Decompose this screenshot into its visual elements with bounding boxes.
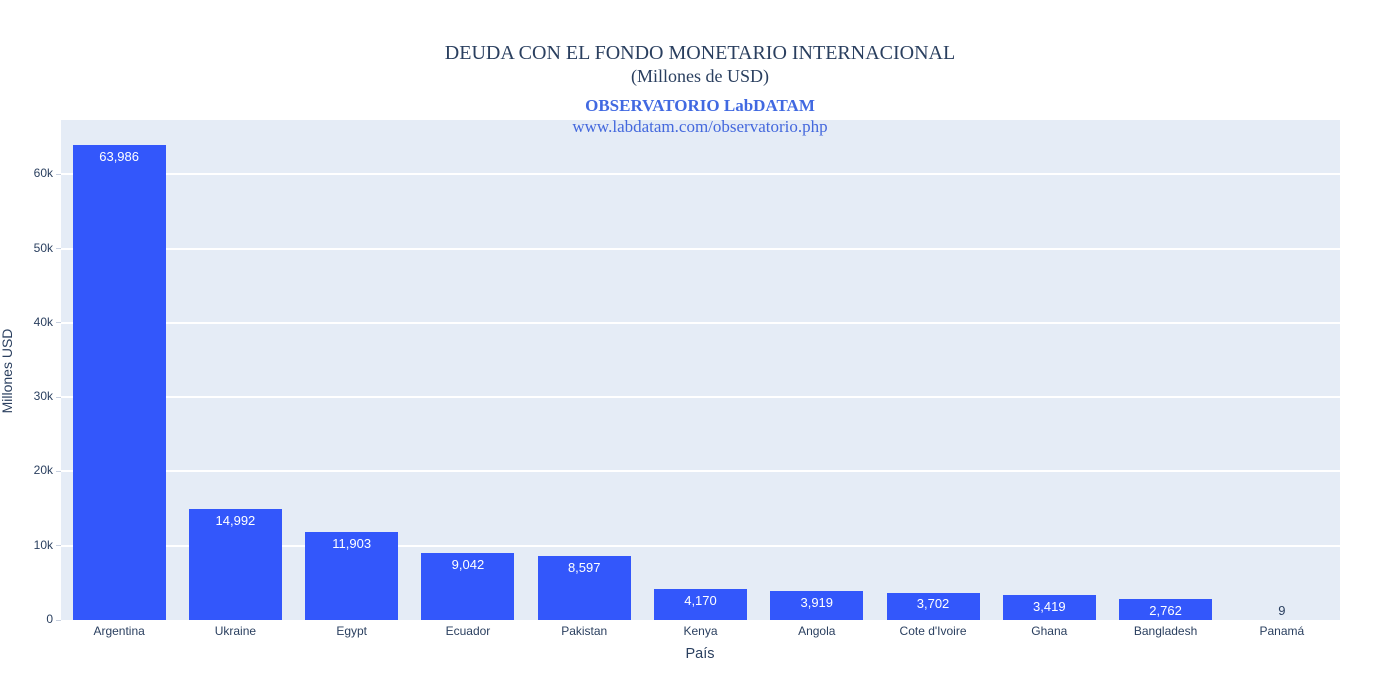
- x-tick-label-Egypt: Egypt: [336, 624, 368, 638]
- x-tick-label-Ukraine: Ukraine: [214, 624, 257, 638]
- y-tick-mark-20k: [56, 470, 61, 472]
- x-tick-label-Ecuador: Ecuador: [445, 624, 491, 638]
- y-tick-label-40k: 40k: [33, 314, 53, 329]
- x-tick-label-Panamá: Panamá: [1259, 624, 1305, 638]
- bar-value-label-Cote d'Ivoire: 3,702: [916, 596, 950, 612]
- bar-Pakistan[interactable]: [537, 556, 631, 620]
- bar-value-label-Pakistan: 8,597: [567, 560, 601, 576]
- y-tick-label-10k: 10k: [33, 537, 53, 552]
- y-tick-mark-50k: [56, 248, 61, 250]
- y-tick-mark-10k: [56, 545, 61, 547]
- bar-value-label-Angola: 3,919: [800, 594, 834, 610]
- y-tick-label-0: 0: [46, 612, 53, 626]
- bar-value-label-Ghana: 3,419: [1033, 598, 1066, 614]
- bar-Kenya[interactable]: [653, 589, 747, 620]
- x-tick-label-Angola: Angola: [798, 624, 836, 638]
- y-tick-mark-40k: [56, 322, 61, 324]
- gridline-20k: [61, 470, 1340, 473]
- bar-Cote d'Ivoire[interactable]: [886, 592, 980, 620]
- y-tick-mark-60k: [56, 173, 61, 175]
- chart-title: DEUDA CON EL FONDO MONETARIO INTERNACION…: [444, 42, 956, 64]
- x-tick-label-Pakistan: Pakistan: [561, 624, 608, 638]
- bar-Argentina[interactable]: [72, 144, 166, 620]
- bar-value-label-Ukraine: 14,992: [215, 512, 256, 528]
- x-axis-title: País: [685, 646, 715, 662]
- bar-Bangladesh[interactable]: [1119, 599, 1213, 620]
- bar-Ukraine[interactable]: [188, 508, 282, 620]
- gridline-30k: [61, 396, 1340, 399]
- x-tick-label-Argentina: Argentina: [93, 624, 145, 638]
- bar-value-label-Kenya: 4,170: [684, 593, 717, 609]
- bar-value-label-Egypt: 11,903: [332, 535, 372, 551]
- bar-value-label-Bangladesh: 2,762: [1149, 603, 1182, 619]
- gridline-50k: [61, 247, 1340, 250]
- bar-value-label-Ecuador: 9,042: [451, 556, 485, 572]
- bar-value-label-Argentina: 63,986: [99, 148, 139, 164]
- chart-subtitle: OBSERVATORIO LabDATAM: [585, 96, 815, 115]
- gridline-10k: [61, 544, 1340, 547]
- y-tick-mark-0: [56, 619, 61, 621]
- gridline-40k: [61, 321, 1340, 324]
- y-tick-mark-30k: [56, 396, 61, 398]
- chart-title-units: (Millones de USD): [631, 66, 769, 86]
- chart-source-url: www.labdatam.com/observatorio.php: [572, 117, 828, 136]
- bar-Egypt[interactable]: [305, 531, 399, 620]
- x-tick-label-Kenya: Kenya: [683, 624, 718, 638]
- x-tick-label-Ghana: Ghana: [1031, 624, 1068, 638]
- x-tick-label-Bangladesh: Bangladesh: [1133, 624, 1198, 638]
- bar-Ecuador[interactable]: [421, 552, 515, 620]
- bar-value-label-Panamá: 9: [1278, 602, 1286, 618]
- y-tick-label-50k: 50k: [33, 240, 53, 255]
- y-tick-label-30k: 30k: [33, 389, 53, 404]
- bar-Ghana[interactable]: [1002, 594, 1096, 620]
- y-tick-label-60k: 60k: [33, 166, 53, 181]
- y-tick-label-20k: 20k: [33, 463, 53, 478]
- x-tick-label-Cote d'Ivoire: Cote d'Ivoire: [899, 624, 967, 638]
- gridline-60k: [61, 173, 1340, 176]
- bar-Angola[interactable]: [770, 590, 864, 620]
- plot-area: [61, 120, 1340, 620]
